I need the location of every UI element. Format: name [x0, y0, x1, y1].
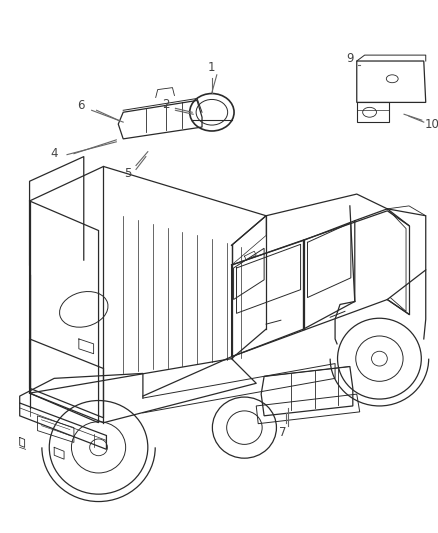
Text: 2: 2	[162, 98, 170, 111]
Text: 1: 1	[208, 61, 215, 75]
Text: 6: 6	[77, 99, 85, 112]
Text: 4: 4	[50, 147, 58, 160]
Text: 10: 10	[424, 118, 438, 131]
Text: 5: 5	[124, 167, 132, 180]
Text: 7: 7	[279, 426, 286, 439]
Text: 9: 9	[346, 52, 353, 64]
